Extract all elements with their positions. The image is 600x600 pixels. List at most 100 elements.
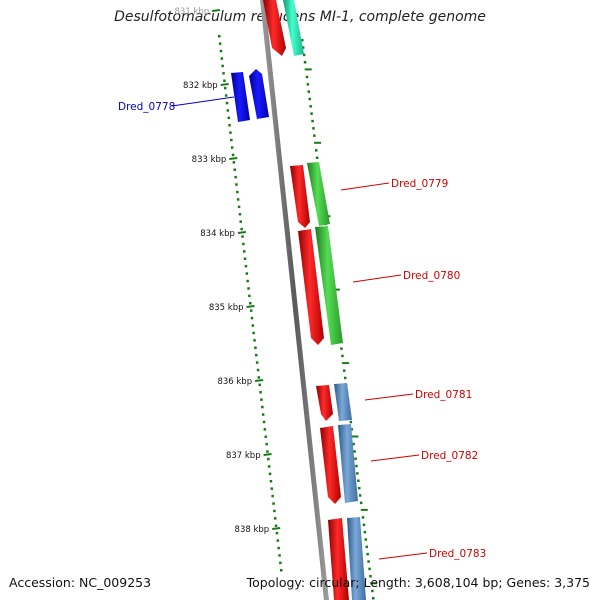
scale-tick — [220, 83, 229, 86]
gene-dred-0779[interactable] — [307, 162, 330, 226]
scale-tick-label: 836 kbp — [217, 377, 252, 387]
scale-dot — [230, 146, 234, 149]
scale-dot — [312, 127, 315, 130]
gene-dred-0783[interactable] — [347, 517, 366, 600]
gene-label-dred-0778[interactable]: Dred_0778 — [118, 101, 175, 113]
scale-tick-outer — [314, 141, 322, 144]
scale-dot — [362, 523, 366, 527]
scale-dot — [340, 347, 343, 350]
scale-dot — [341, 354, 344, 358]
cds-dred-0780[interactable] — [298, 229, 324, 345]
cds-dred-0779[interactable] — [290, 165, 310, 228]
scale-dot — [369, 575, 372, 578]
scale-dot — [354, 457, 357, 460]
scale-dot — [355, 464, 358, 468]
scale-dot — [357, 479, 360, 482]
scale-dot — [260, 398, 263, 401]
scale-ticks: 831 kbp 832 kbp 833 kbp 834 kbp 835 kbp 836 k… — [174, 7, 281, 535]
gene-dred-0782[interactable] — [338, 424, 358, 503]
scale-tick — [272, 527, 281, 530]
scale-dot — [278, 554, 281, 557]
scale-dots-inner — [218, 35, 283, 572]
scale-dot — [224, 94, 228, 97]
scale-dot — [269, 480, 273, 483]
scale-dot — [350, 428, 353, 431]
scale-dot — [240, 227, 243, 231]
scale-dot — [271, 494, 274, 498]
scale-dot — [225, 101, 229, 105]
scale-dot — [236, 198, 240, 201]
scale-dot — [230, 138, 233, 142]
scale-dot — [276, 539, 280, 542]
scale-dot — [308, 97, 311, 101]
leader-dred-0783 — [378, 552, 428, 560]
scale-dot — [257, 376, 261, 379]
scale-tick-outer — [360, 508, 368, 511]
scale-tick — [254, 379, 264, 382]
cds-dred-0783[interactable] — [328, 518, 349, 600]
gene-label-dred-0783[interactable]: Dred_0783 — [429, 548, 486, 560]
scale-tick — [211, 9, 221, 12]
scale-dot — [307, 90, 310, 93]
scale-dot — [365, 545, 368, 549]
scale-dot — [243, 250, 246, 253]
scale-dot — [310, 112, 313, 115]
scale-dot — [222, 72, 225, 75]
scale-dot — [315, 149, 318, 152]
scale-dot — [254, 346, 257, 349]
scale-dot — [258, 383, 261, 387]
scale-dot — [344, 376, 347, 380]
scale-dot — [238, 213, 242, 216]
scale-dot — [262, 420, 266, 424]
scale-dot — [368, 567, 371, 571]
scale-dot — [280, 569, 283, 572]
scale-dot — [233, 168, 236, 171]
gene-dred-0781[interactable] — [334, 383, 352, 421]
scale-dot — [224, 86, 227, 90]
scale-dot — [311, 119, 314, 123]
scale-dot — [367, 560, 370, 563]
scale-dot — [249, 302, 252, 305]
scale-dot — [235, 183, 238, 186]
scale-dot — [279, 561, 282, 565]
scale-dot — [268, 472, 272, 476]
scale-dot — [343, 369, 346, 372]
scale-dot — [231, 153, 235, 157]
scale-tick-label: 837 kbp — [226, 451, 261, 461]
gene-label-dred-0780[interactable]: Dred_0780 — [403, 270, 460, 282]
cds-dred-0782[interactable] — [320, 426, 341, 504]
scale-dot — [245, 272, 249, 275]
gene-label-dred-0781[interactable]: Dred_0781 — [415, 389, 472, 401]
scale-dot — [264, 435, 267, 438]
gene-label-dred-0782[interactable]: Dred_0782 — [421, 450, 478, 462]
scale-dot — [219, 49, 223, 53]
cds-dred-0781[interactable] — [316, 385, 333, 421]
scale-dot — [251, 324, 255, 327]
leader-dred-0778 — [171, 96, 235, 107]
scale-dot — [218, 42, 222, 45]
scale-dot — [363, 530, 367, 534]
scale-dot — [247, 287, 250, 290]
scale-dot — [259, 391, 262, 394]
gene-labels: Dred_0778 Dred_0779 Dred_0780 Dred_0781 … — [118, 101, 486, 560]
scale-dot — [301, 46, 305, 49]
scale-dot — [371, 589, 374, 593]
gene-dred-0780[interactable] — [315, 226, 343, 345]
scale-dot — [248, 294, 251, 298]
leader-dred-0782 — [370, 454, 420, 462]
scale-tick-label: 833 kbp — [192, 155, 227, 165]
cds-arrow-top[interactable] — [263, 0, 286, 56]
scale-dot — [261, 413, 265, 416]
leader-dred-0780 — [352, 274, 402, 283]
scale-dot — [250, 316, 254, 320]
gene-teal-top[interactable] — [283, 0, 304, 56]
gene-label-dred-0779[interactable]: Dred_0779 — [391, 178, 448, 190]
scale-dot — [255, 361, 259, 364]
scale-tick-label: 838 kbp — [235, 525, 270, 535]
leader-dred-0781 — [364, 393, 414, 401]
scale-dot — [236, 190, 239, 194]
scale-tick-outer — [342, 362, 350, 365]
gene-dred-0778-b[interactable] — [249, 69, 269, 119]
gene-dred-0778-a[interactable] — [231, 72, 250, 122]
